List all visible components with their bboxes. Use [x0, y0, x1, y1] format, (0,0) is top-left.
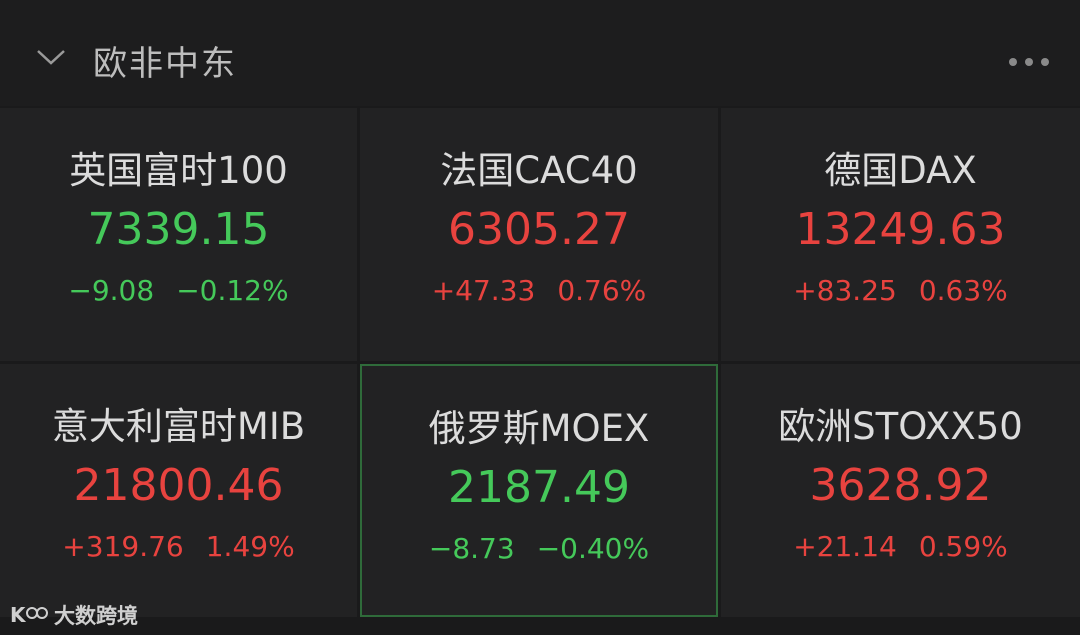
more-icon[interactable] — [1008, 57, 1050, 67]
index-name: 欧洲STOXX50 — [778, 405, 1023, 448]
index-price: 6305.27 — [448, 204, 630, 255]
index-card[interactable]: 德国DAX 13249.63 +83.25 0.63% — [721, 108, 1080, 361]
index-change-row: −9.08 −0.12% — [0, 274, 357, 307]
index-percent: 0.76% — [557, 274, 647, 307]
index-change-row: −8.73 −0.40% — [362, 532, 716, 565]
index-price: 7339.15 — [87, 204, 270, 255]
index-change-row: +21.14 0.59% — [721, 530, 1080, 563]
index-change: −8.73 — [428, 532, 515, 565]
index-name: 德国DAX — [824, 149, 977, 192]
index-change: +21.14 — [793, 530, 897, 563]
index-name: 法国CAC40 — [440, 149, 638, 192]
svg-text:K: K — [10, 603, 27, 627]
index-grid: 英国富时100 7339.15 −9.08 −0.12% 法国CAC40 6305.27 +… — [0, 108, 1080, 620]
index-change: +47.33 — [431, 274, 536, 307]
collapse-icon[interactable] — [36, 48, 66, 66]
index-card[interactable]: 欧洲STOXX50 3628.92 +21.14 0.59% — [721, 364, 1080, 617]
watermark: K 大数跨境 — [10, 600, 138, 630]
index-price: 3628.92 — [809, 460, 992, 511]
index-change: +319.76 — [62, 530, 184, 563]
index-change-row: +83.25 0.63% — [721, 274, 1080, 307]
index-name: 意大利富时MIB — [51, 405, 306, 448]
index-card[interactable]: 法国CAC40 6305.27 +47.33 0.76% — [360, 108, 718, 361]
index-percent: 1.49% — [205, 530, 295, 563]
watermark-text: 大数跨境 — [54, 604, 138, 628]
index-name: 英国富时100 — [69, 149, 288, 192]
index-percent: −0.40% — [536, 532, 650, 565]
index-price: 13249.63 — [795, 204, 1006, 255]
index-percent: 0.59% — [918, 530, 1008, 563]
index-change-row: +47.33 0.76% — [360, 274, 718, 307]
index-change: +83.25 — [793, 274, 897, 307]
index-card[interactable]: 意大利富时MIB 21800.46 +319.76 1.49% — [0, 364, 357, 617]
index-change-row: +319.76 1.49% — [0, 530, 357, 563]
index-percent: 0.63% — [918, 274, 1008, 307]
section-title: 欧非中东 — [93, 44, 237, 84]
index-card[interactable]: 英国富时100 7339.15 −9.08 −0.12% — [0, 108, 357, 361]
index-name: 俄罗斯MOEX — [428, 407, 650, 450]
index-change: −9.08 — [68, 274, 155, 307]
header: 欧非中东 — [0, 0, 1080, 106]
index-price: 2187.49 — [448, 462, 630, 513]
index-percent: −0.12% — [176, 274, 289, 307]
watermark-logo: K — [10, 603, 48, 627]
index-card[interactable]: 俄罗斯MOEX 2187.49 −8.73 −0.40% — [360, 364, 718, 617]
index-price: 21800.46 — [73, 460, 284, 511]
